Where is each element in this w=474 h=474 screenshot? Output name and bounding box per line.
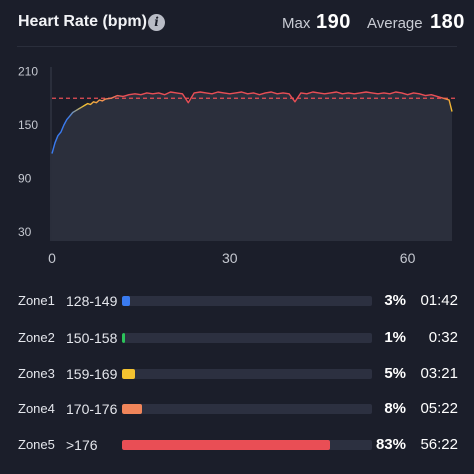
zone-name: Zone1 [18, 293, 55, 308]
zone-name: Zone3 [18, 366, 55, 381]
info-icon[interactable]: i [148, 14, 165, 31]
heart-rate-line [51, 91, 453, 154]
y-tick-label: 30 [18, 225, 32, 239]
zone-progress-track [122, 296, 372, 306]
zone-progress-track [122, 333, 372, 343]
header-divider [17, 46, 457, 47]
zone-percent: 8% [384, 400, 406, 417]
zone-progress-track [122, 440, 372, 450]
zone-percent: 5% [384, 365, 406, 382]
chart-area-fill [52, 92, 453, 241]
zone-row: Zone4 170-176 8% 05:22 [0, 398, 474, 420]
zone-row: Zone5 >176 83% 56:22 [0, 434, 474, 456]
zone-progress-track [122, 369, 372, 379]
zone-progress-fill [122, 333, 125, 343]
zone-row: Zone3 159-169 5% 03:21 [0, 363, 474, 385]
zone-progress-track [122, 404, 372, 414]
zone-time: 01:42 [420, 292, 458, 309]
average-label: Average [367, 15, 423, 32]
zone-range: 159-169 [66, 366, 118, 382]
header: Heart Rate (bpm) i Max 190 Average 180 [0, 0, 474, 46]
zone-name: Zone5 [18, 437, 55, 452]
zone-percent: 1% [384, 329, 406, 346]
zone-row: Zone1 128-149 3% 01:42 [0, 290, 474, 312]
y-tick-label: 150 [18, 118, 38, 132]
y-tick-label: 210 [18, 64, 38, 78]
zone-progress-fill [122, 440, 330, 450]
heart-rate-chart: 30 90 150 210 0 30 60 [0, 55, 474, 275]
zone-range: 170-176 [66, 401, 118, 417]
zone-range: 150-158 [66, 330, 118, 346]
y-tick-label: 90 [18, 172, 32, 186]
x-tick-label: 60 [400, 250, 416, 266]
max-label: Max [282, 15, 311, 32]
zone-time: 56:22 [420, 436, 458, 453]
zone-time: 05:22 [420, 400, 458, 417]
zone-row: Zone2 150-158 1% 0:32 [0, 327, 474, 349]
zone-progress-fill [122, 369, 135, 379]
zone-percent: 83% [375, 436, 406, 453]
zone-range: 128-149 [66, 293, 118, 309]
zone-time: 03:21 [420, 365, 458, 382]
zone-name: Zone2 [18, 330, 55, 345]
heart-rate-chart-svg: 30 90 150 210 0 30 60 [18, 64, 455, 266]
max-value: 190 [316, 11, 351, 33]
x-tick-label: 0 [48, 250, 56, 266]
chart-title: Heart Rate (bpm) [18, 13, 147, 30]
zone-name: Zone4 [18, 401, 55, 416]
zone-range: >176 [66, 437, 98, 453]
zone-percent: 3% [384, 292, 406, 309]
zone-progress-fill [122, 296, 130, 306]
zone-time: 0:32 [428, 329, 458, 346]
average-value: 180 [430, 11, 465, 33]
x-tick-label: 30 [222, 250, 238, 266]
zone-progress-fill [122, 404, 142, 414]
